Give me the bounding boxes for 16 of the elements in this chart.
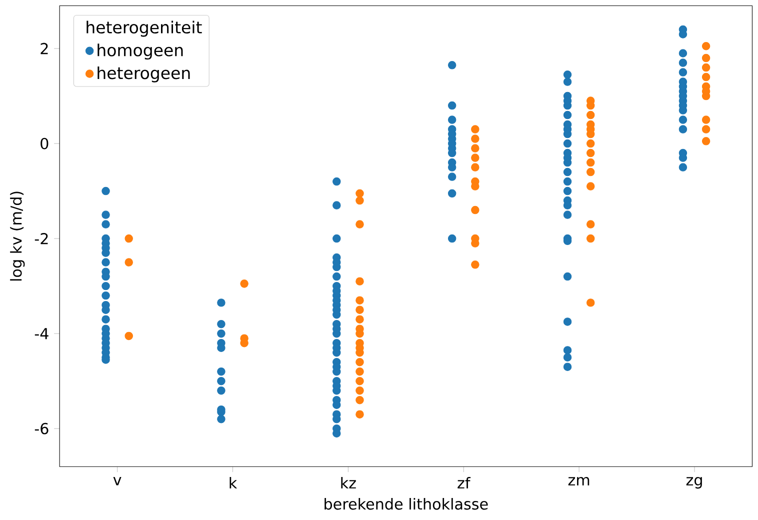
x-tick-label: zf [458,477,471,489]
x-axis-title: berekende lithoklasse [324,498,488,510]
y-tick-label: -2 [34,233,48,244]
y-tick-label: 2 [40,43,48,54]
y-axis-title: log kv (m/d) [10,192,25,281]
x-tick-label: v [113,477,122,486]
legend-label: heterogeen [98,66,190,83]
x-tick-label: zg [686,477,702,489]
legend-title: heterogeniteit [86,20,202,37]
x-tick-label: zm [568,477,590,486]
x-tick-label: k [230,477,238,489]
y-tick-label: -4 [34,328,48,340]
y-tick-label: 0 [40,138,48,150]
y-tick-label: -6 [34,422,48,434]
x-tick-label: kz [341,477,356,489]
legend-label: homogeen [98,44,183,60]
